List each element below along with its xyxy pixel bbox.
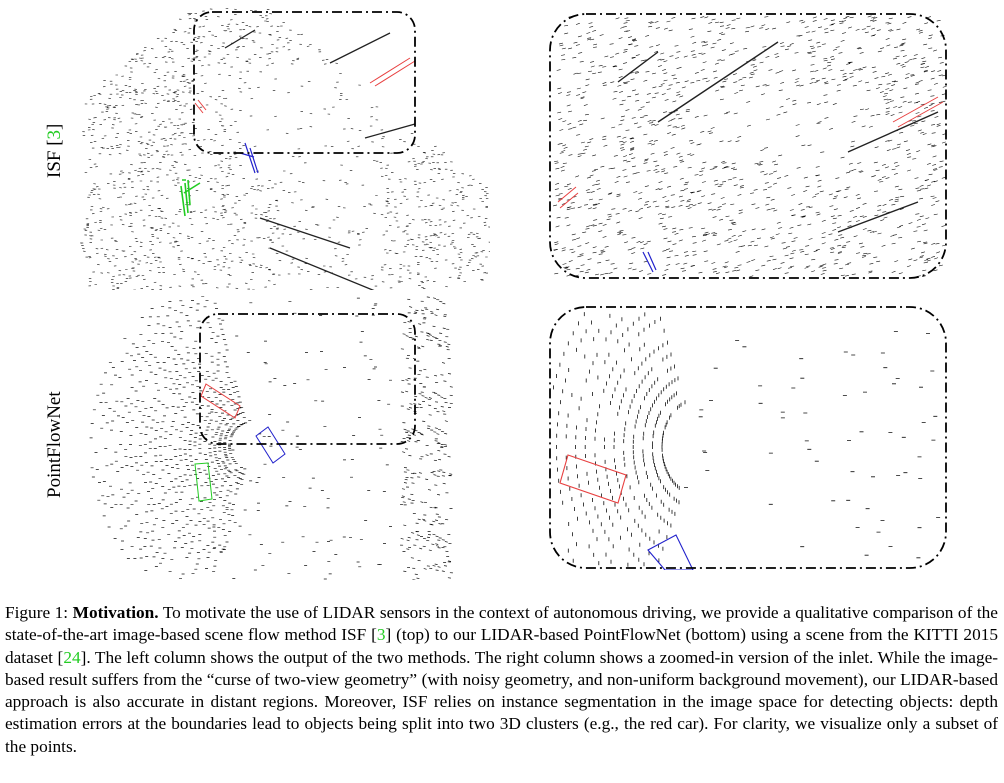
inlet-frame bbox=[193, 11, 416, 154]
isf-full-view bbox=[80, 8, 490, 290]
car-green-box bbox=[194, 462, 213, 502]
point-cloud bbox=[553, 15, 947, 278]
inlet-frame bbox=[549, 306, 947, 569]
cite-open: [ bbox=[44, 139, 65, 146]
pointflownet-full-view bbox=[89, 296, 453, 580]
row-label-pointflownet-text: PointFlowNet bbox=[44, 391, 65, 498]
caption-text-1: To motivate the use of LIDAR sensors in … bbox=[5, 603, 998, 645]
car-green-points bbox=[180, 179, 201, 217]
car-blue-box bbox=[647, 534, 694, 570]
car-blue-points bbox=[239, 142, 259, 174]
cite-close: ] bbox=[44, 123, 65, 130]
point-cloud bbox=[80, 8, 490, 290]
car-red-box bbox=[559, 454, 627, 504]
isf-zoom-view bbox=[549, 13, 947, 279]
caption-ref-1[interactable]: 3 bbox=[376, 625, 386, 645]
caption-text-2: (top) to our LIDAR-based PointFlowNet (b… bbox=[5, 625, 998, 667]
inlet-frame bbox=[199, 313, 416, 445]
car-blue-points bbox=[642, 251, 657, 273]
inlet-frame bbox=[549, 13, 947, 279]
dense-streak bbox=[224, 29, 416, 290]
car-red-points bbox=[194, 57, 416, 114]
caption-ref-2[interactable]: 24 bbox=[63, 647, 81, 667]
row-label-isf-text: ISF bbox=[44, 150, 65, 178]
row-label-isf: ISF [3] bbox=[44, 124, 66, 178]
row-label-isf-cite: [3] bbox=[44, 124, 65, 146]
caption-text-3: . The left column shows the output of th… bbox=[5, 647, 999, 756]
caption-title: Motivation. bbox=[72, 603, 159, 622]
caption-figure-label: Figure 1: bbox=[5, 603, 69, 622]
car-blue-box bbox=[255, 426, 286, 464]
cite-number[interactable]: 3 bbox=[44, 129, 65, 140]
point-cloud bbox=[553, 312, 941, 567]
pointflownet-zoom-view bbox=[549, 306, 947, 570]
car-red-box bbox=[200, 383, 241, 419]
car-red-points bbox=[557, 96, 944, 209]
figure-caption: Figure 1: Motivation. To motivate the us… bbox=[5, 603, 999, 756]
row-label-pointflownet: PointFlowNet bbox=[44, 391, 66, 498]
dense-streak bbox=[617, 41, 939, 233]
point-cloud bbox=[89, 296, 453, 580]
